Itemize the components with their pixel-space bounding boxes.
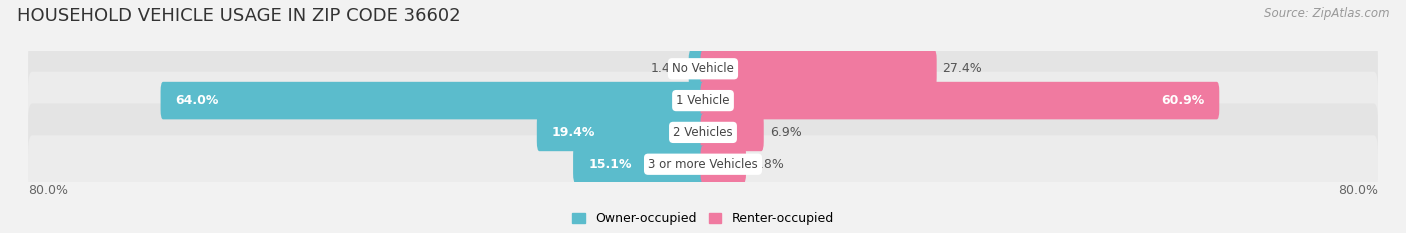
FancyBboxPatch shape [28,103,1378,161]
Text: 3 or more Vehicles: 3 or more Vehicles [648,158,758,171]
Text: 19.4%: 19.4% [553,126,595,139]
FancyBboxPatch shape [700,114,763,151]
FancyBboxPatch shape [537,114,706,151]
Text: 80.0%: 80.0% [28,184,67,197]
Text: HOUSEHOLD VEHICLE USAGE IN ZIP CODE 36602: HOUSEHOLD VEHICLE USAGE IN ZIP CODE 3660… [17,7,461,25]
Text: 64.0%: 64.0% [176,94,219,107]
Text: 2 Vehicles: 2 Vehicles [673,126,733,139]
FancyBboxPatch shape [700,50,936,88]
FancyBboxPatch shape [28,40,1378,98]
Text: Source: ZipAtlas.com: Source: ZipAtlas.com [1264,7,1389,20]
FancyBboxPatch shape [28,135,1378,193]
Text: 6.9%: 6.9% [769,126,801,139]
FancyBboxPatch shape [689,50,706,88]
FancyBboxPatch shape [574,145,706,183]
Text: 1 Vehicle: 1 Vehicle [676,94,730,107]
Text: No Vehicle: No Vehicle [672,62,734,75]
Text: 60.9%: 60.9% [1161,94,1204,107]
FancyBboxPatch shape [700,82,1219,119]
FancyBboxPatch shape [28,72,1378,130]
FancyBboxPatch shape [160,82,706,119]
FancyBboxPatch shape [700,145,747,183]
Text: 80.0%: 80.0% [1339,184,1378,197]
Legend: Owner-occupied, Renter-occupied: Owner-occupied, Renter-occupied [572,212,834,225]
Text: 4.8%: 4.8% [752,158,783,171]
Text: 15.1%: 15.1% [588,158,631,171]
Text: 1.4%: 1.4% [651,62,683,75]
Text: 27.4%: 27.4% [942,62,983,75]
